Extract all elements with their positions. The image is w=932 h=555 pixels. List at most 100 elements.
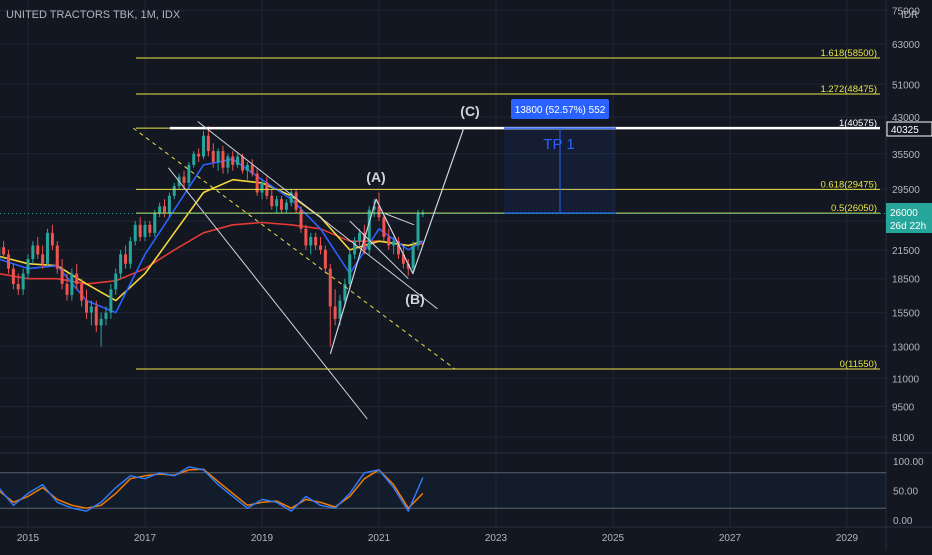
- fib-label: 1(40575): [839, 118, 877, 129]
- price-tick-label: 63000: [892, 40, 920, 51]
- measure-label: 13800 (52.57%) 552: [515, 105, 606, 116]
- candle-body: [163, 206, 166, 213]
- candle-body: [85, 301, 88, 313]
- price-tick-label: 13000: [892, 342, 920, 353]
- candle-body: [304, 229, 307, 246]
- candle-body: [334, 307, 337, 319]
- candle-body: [309, 237, 312, 246]
- time-tick-label: 2021: [368, 533, 391, 544]
- fib-label: 0.5(26050): [831, 203, 877, 214]
- candle-body: [348, 254, 351, 284]
- candle: [46, 229, 49, 266]
- time-tick-label: 2027: [719, 533, 742, 544]
- candle-body: [314, 237, 317, 246]
- candle-body: [329, 269, 332, 307]
- candle-body: [158, 206, 161, 213]
- stoch-tick-label: 100.00: [893, 457, 924, 468]
- stochastic-pane: [0, 467, 886, 511]
- price-tick-label: 18500: [892, 275, 920, 286]
- candle-body: [134, 225, 137, 241]
- fib-label: 0(11550): [840, 359, 877, 370]
- candle-body: [41, 254, 44, 263]
- candle-body: [382, 217, 385, 237]
- time-tick-label: 2015: [17, 533, 40, 544]
- candle-body: [144, 225, 147, 237]
- candle-body: [109, 289, 112, 312]
- candle-body: [75, 274, 78, 284]
- candle-body: [46, 233, 49, 264]
- candle-body: [90, 307, 93, 313]
- candle-body: [183, 177, 186, 183]
- candle-body: [168, 196, 171, 214]
- candle-body: [104, 313, 107, 319]
- currency-label: IDR: [901, 10, 918, 21]
- candle-body: [392, 241, 395, 245]
- candle-body: [295, 193, 298, 210]
- candle-body: [153, 213, 156, 232]
- candle-body: [114, 274, 117, 290]
- wave-label-a: (A): [366, 169, 385, 185]
- candle-body: [61, 269, 64, 284]
- candle-body: [17, 284, 20, 289]
- price-tick-label: 29500: [892, 185, 920, 196]
- tp1-label: TP 1: [543, 136, 574, 153]
- symbol-header: UNITED TRACTORS TBK, 1M, IDX: [6, 9, 181, 21]
- candle-body: [221, 151, 224, 168]
- stoch-tick-label: 0.00: [893, 516, 913, 527]
- candle-body: [100, 319, 103, 325]
- fib-label: 1.272(48475): [820, 84, 877, 95]
- candle: [417, 210, 420, 250]
- price-tick-label: 8100: [892, 433, 915, 444]
- candle-body: [236, 156, 239, 164]
- candle-body: [212, 151, 215, 162]
- candle-body: [129, 241, 132, 264]
- candle-body: [226, 156, 229, 167]
- candle-body: [95, 307, 98, 326]
- candle-body: [27, 259, 30, 274]
- candle-body: [197, 154, 200, 157]
- candle-body: [7, 254, 10, 268]
- candle-body: [421, 213, 424, 214]
- candle-body: [31, 245, 34, 259]
- wave-label-b: (B): [405, 291, 424, 307]
- wave-label-c: (C): [460, 103, 479, 119]
- price-tick-label: 51000: [892, 80, 920, 91]
- time-tick-label: 2029: [836, 533, 859, 544]
- candle-body: [119, 254, 122, 273]
- candle-body: [412, 245, 415, 268]
- candle-body: [192, 154, 195, 165]
- last-price-label: 26000: [890, 208, 918, 219]
- candle-body: [56, 245, 59, 268]
- marker-price-label: 40325: [891, 125, 919, 136]
- candle-body: [70, 274, 73, 295]
- candle-body: [241, 156, 244, 170]
- candle-body: [36, 245, 39, 254]
- candle-body: [2, 247, 5, 254]
- candle-body: [246, 165, 249, 171]
- candle-body: [51, 233, 54, 246]
- price-tick-label: 35500: [892, 150, 920, 161]
- candle-body: [187, 165, 190, 183]
- price-tick-label: 21500: [892, 246, 920, 257]
- candle-body: [417, 213, 420, 245]
- candle-body: [124, 254, 127, 263]
- time-tick-label: 2019: [251, 533, 274, 544]
- candle-body: [80, 284, 83, 301]
- stoch-tick-label: 50.00: [893, 487, 918, 498]
- candle-body: [251, 165, 254, 174]
- candle-body: [12, 269, 15, 284]
- candle-body: [285, 203, 288, 210]
- candle-body: [275, 199, 278, 206]
- candle-body: [280, 199, 283, 210]
- candle-body: [217, 151, 220, 162]
- fib-label: 0.618(29475): [820, 179, 877, 190]
- countdown-label: 26d 22h: [890, 221, 926, 232]
- candle-body: [324, 250, 327, 269]
- time-tick-label: 2017: [134, 533, 157, 544]
- candle-body: [368, 210, 371, 250]
- candle-body: [207, 136, 210, 151]
- candle-body: [261, 183, 264, 193]
- price-tick-label: 9500: [892, 402, 915, 413]
